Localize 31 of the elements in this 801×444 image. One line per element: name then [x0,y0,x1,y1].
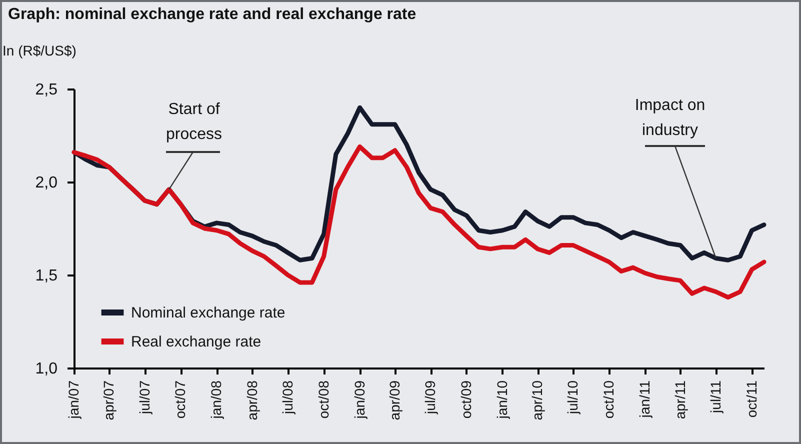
x-tick-label: jan/10 [494,380,510,420]
line-series [72,144,766,300]
x-tick-label: jul/09 [422,380,438,415]
legend-label: Nominal exchange rate [131,304,286,322]
y-tick-label: 2,0 [35,174,58,192]
y-tick-label: 1,0 [35,360,58,378]
x-tick-label: oct/07 [172,380,188,419]
x-tick-label: jan/08 [208,380,224,420]
x-tick-label: jul/10 [564,380,581,415]
x-tick-label: jul/07 [136,380,152,415]
x-tick-label: apr/09 [386,380,402,420]
x-tick-label: apr/10 [529,380,546,420]
x-tick-label: jan/11 [636,380,653,419]
x-tick-label: apr/07 [100,380,117,420]
x-tick-label: apr/08 [244,380,260,420]
y-axis-title: In (R$/US$) [2,42,76,58]
x-tick-label: jul/11 [707,380,724,414]
x-tick-label: oct/09 [458,380,474,419]
x-tick-label: oct/11 [743,380,760,418]
chart-title: Graph: nominal exchange rate and real exchange rate [8,6,416,23]
x-tick-label: oct/08 [315,380,332,419]
y-tick-label: 1,5 [35,268,58,284]
x-tick-label: oct/10 [600,380,617,419]
x-tick-label: jul/08 [279,380,296,415]
annotation: Impact on industry [634,97,706,139]
annotation: Start of process [166,101,222,143]
x-tick-label: apr/11 [672,380,688,420]
y-tick-label: 2,5 [35,82,58,98]
x-tick-label: jan/09 [351,380,368,420]
x-tick-label: jan/07 [66,380,82,420]
legend-label: Real exchange rate [131,334,262,350]
